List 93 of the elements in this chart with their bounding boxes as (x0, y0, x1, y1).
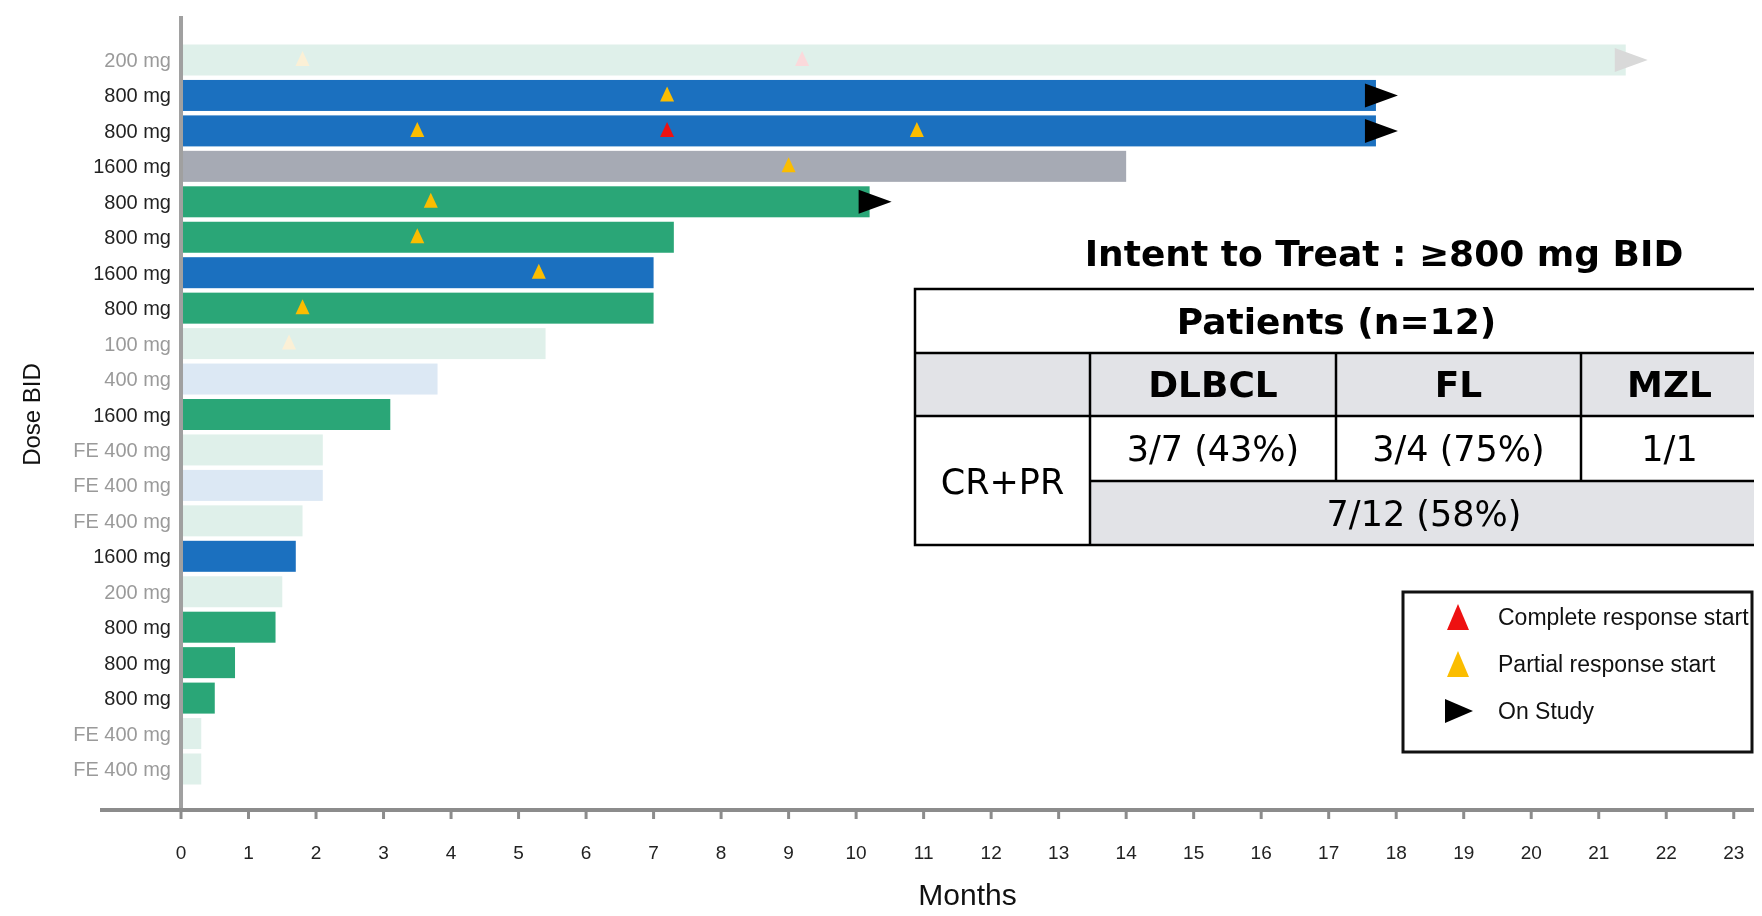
x-tick-label: 17 (1318, 842, 1340, 863)
point (531, 263, 546, 279)
annotation: DLBCL (1148, 364, 1278, 405)
y-tick-label: 1600 mg (93, 155, 172, 178)
annotation: FL (1434, 364, 1483, 405)
y-tick-label: 100 mg (104, 332, 172, 355)
bar (181, 115, 1376, 147)
annotation: Patients (n=12) (1176, 301, 1497, 342)
y-tick-label: 800 mg (104, 226, 172, 249)
bar (181, 540, 296, 572)
x-tick-label: 6 (580, 842, 592, 863)
x-tick-label: 14 (1115, 842, 1138, 863)
bar (181, 221, 674, 253)
y-tick-label: 800 mg (104, 84, 172, 107)
y-tick-label: 1600 mg (93, 261, 172, 284)
bar (181, 150, 1127, 182)
x-tick-label: 9 (783, 842, 794, 863)
bar (181, 647, 236, 679)
point (295, 299, 310, 315)
text: Intent to Treat : ≥800 mg BID (1084, 233, 1684, 274)
x-tick-label: 7 (648, 842, 659, 863)
y-tick-label: FE 400 mg (73, 509, 172, 532)
annotation: 3/4 (75%) (1372, 429, 1545, 469)
y-tick-label: 800 mg (104, 616, 172, 639)
point (423, 192, 438, 208)
bar (181, 257, 654, 289)
bar (181, 363, 438, 395)
bar (181, 434, 323, 466)
point (781, 157, 796, 173)
y-tick-label: 800 mg (104, 190, 172, 213)
x-tick-label: 2 (310, 842, 322, 863)
legend-label: Partial response start (1498, 651, 1716, 677)
x-tick-label: 4 (445, 842, 457, 863)
bar (181, 186, 870, 218)
bar (181, 505, 303, 537)
y-tick-label: 800 mg (104, 687, 172, 710)
point (410, 121, 425, 137)
point (1364, 83, 1398, 108)
point (282, 334, 297, 350)
x-tick-label: 8 (715, 842, 727, 863)
x-tick-label: 0 (175, 842, 187, 863)
annotation: 3/7 (43%) (1126, 429, 1300, 469)
bar (181, 576, 283, 608)
x-tick-label: 22 (1655, 842, 1677, 863)
y-tick-label: 800 mg (104, 297, 172, 320)
annotation: MZL (1627, 364, 1712, 405)
point (1364, 118, 1398, 143)
x-tick-label: 10 (845, 842, 867, 863)
x-tick-label: 21 (1588, 842, 1610, 863)
point (1614, 48, 1648, 72)
x-tick-label: 12 (980, 842, 1002, 863)
bar (181, 399, 391, 430)
x-tick-label: 11 (913, 842, 934, 863)
legend-label: Complete response start (1498, 604, 1750, 630)
bar (181, 44, 1626, 76)
point (660, 121, 675, 137)
x-axis-title: Months (918, 878, 1017, 911)
x-tick-label: 15 (1183, 842, 1205, 863)
x-tick-label: 3 (378, 842, 389, 863)
y-tick-label: FE 400 mg (73, 722, 172, 745)
y-tick-label: 200 mg (104, 49, 172, 71)
y-tick-label: FE 400 mg (73, 438, 172, 461)
x-tick-label: 19 (1453, 842, 1475, 863)
bar (181, 611, 276, 643)
point (410, 228, 425, 244)
point (795, 51, 810, 66)
y-tick-label: 800 mg (104, 119, 172, 142)
x-tick-label: 20 (1520, 842, 1542, 863)
point (660, 86, 675, 102)
annotation: 1/1 (1641, 429, 1698, 469)
x-tick-label: 5 (513, 842, 524, 863)
bar (181, 682, 215, 714)
y-tick-label: 200 mg (104, 580, 172, 603)
x-tick-label: 16 (1250, 842, 1272, 863)
y-tick-label: FE 400 mg (73, 758, 172, 780)
bar (181, 469, 323, 501)
bar (181, 328, 546, 360)
x-tick-label: 23 (1723, 842, 1745, 863)
x-tick-label: 1 (243, 842, 254, 863)
annotation: CR+PR (940, 462, 1065, 502)
legend-label: On Study (1498, 698, 1595, 724)
annotation: 7/12 (58%) (1326, 494, 1522, 534)
bar (181, 292, 654, 324)
y-tick-label: 400 mg (104, 368, 172, 391)
y-tick-label: 1600 mg (93, 403, 172, 426)
bar (181, 79, 1376, 111)
y-tick-label: 800 mg (104, 651, 172, 674)
x-tick-label: 18 (1385, 842, 1407, 863)
y-axis-title: Dose BID (18, 363, 45, 466)
point (295, 51, 310, 66)
y-tick-label: FE 400 mg (73, 474, 172, 497)
x-tick-label: 13 (1048, 842, 1070, 863)
y-tick-label: 1600 mg (93, 545, 172, 568)
